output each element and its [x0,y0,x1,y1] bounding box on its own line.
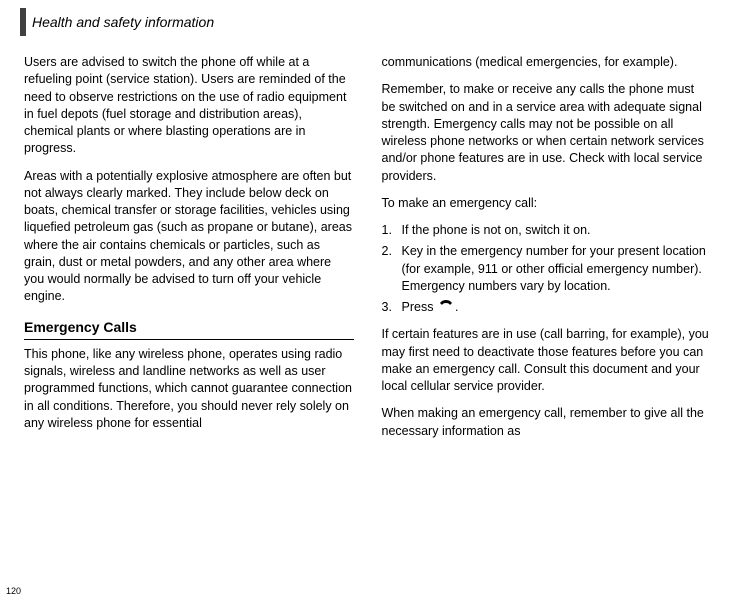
content-columns: Users are advised to switch the phone of… [18,54,711,450]
body-paragraph: communications (medical emergencies, for… [382,54,712,71]
list-item: 2. Key in the emergency number for your … [382,243,712,295]
body-paragraph: Remember, to make or receive any calls t… [382,81,712,185]
body-paragraph: When making an emergency call, remember … [382,405,712,440]
step-text: Key in the emergency number for your pre… [402,243,712,295]
step-text: If the phone is not on, switch it on. [402,222,712,239]
body-paragraph: This phone, like any wireless phone, ope… [24,346,354,432]
step-number: 3. [382,299,402,316]
section-rule [24,339,354,340]
list-item: 1. If the phone is not on, switch it on. [382,222,712,239]
page-header: Health and safety information [20,8,711,36]
section-heading-emergency: Emergency Calls [24,318,354,337]
body-paragraph: Users are advised to switch the phone of… [24,54,354,158]
body-paragraph: To make an emergency call: [382,195,712,212]
left-column: Users are advised to switch the phone of… [24,54,354,450]
page-number: 120 [6,586,21,596]
step-number: 1. [382,222,402,239]
body-paragraph: Areas with a potentially explosive atmos… [24,168,354,306]
step-number: 2. [382,243,402,295]
body-paragraph: If certain features are in use (call bar… [382,326,712,395]
step-text: Press . [402,299,712,316]
header-title: Health and safety information [32,14,214,30]
emergency-call-steps: 1. If the phone is not on, switch it on.… [382,222,712,316]
list-item: 3. Press . [382,299,712,316]
call-icon [439,299,453,316]
right-column: communications (medical emergencies, for… [382,54,712,450]
step3-suffix: . [455,300,458,314]
step3-prefix: Press [402,300,437,314]
header-accent-bar [20,8,26,36]
